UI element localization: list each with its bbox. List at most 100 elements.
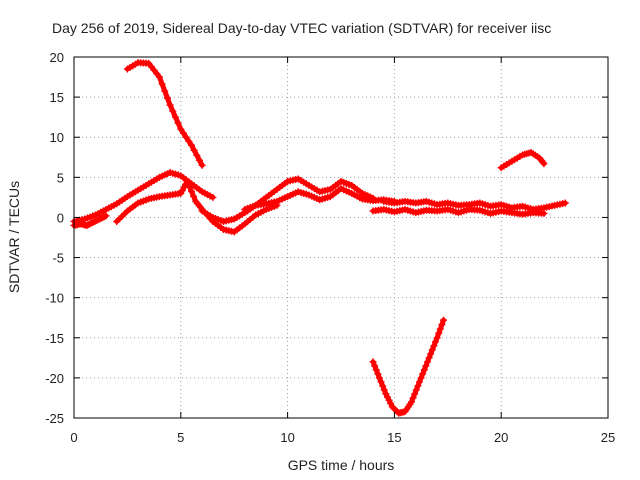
data-point	[375, 374, 383, 382]
series-arc-start-noise	[70, 212, 110, 229]
y-tick-label: 20	[50, 50, 64, 65]
data-point	[92, 217, 100, 225]
data-point	[438, 321, 446, 329]
data-point	[163, 94, 171, 102]
data-point	[190, 192, 198, 200]
x-tick-label: 0	[70, 430, 77, 445]
data-point	[187, 187, 195, 195]
data-point	[169, 107, 177, 115]
data-point	[182, 133, 190, 141]
data-point	[158, 80, 166, 88]
data-point	[382, 390, 390, 398]
data-point	[185, 137, 193, 145]
data-point	[391, 406, 399, 414]
data-point	[424, 358, 432, 366]
plot-frame	[73, 56, 609, 419]
data-point	[412, 386, 420, 394]
data-point	[88, 219, 96, 227]
y-tick-label: 10	[50, 130, 64, 145]
y-tick-label: -15	[45, 331, 64, 346]
data-point	[177, 125, 185, 133]
data-point	[540, 209, 548, 217]
data-point	[407, 398, 415, 406]
data-point	[428, 346, 436, 354]
x-tick-label: 25	[601, 430, 615, 445]
data-point	[193, 151, 201, 159]
y-tick-label: -20	[45, 371, 64, 386]
data-point	[393, 408, 401, 416]
data-point	[540, 160, 548, 168]
data-point	[388, 403, 396, 411]
series-arc-high-descending	[123, 59, 206, 169]
series-arc-flat-late-1	[380, 197, 569, 213]
y-tick-label: -10	[45, 291, 64, 306]
data-point	[374, 370, 382, 378]
ticks: 0 5 10 15 20 25 -25 -20 -15 -10 -5 0 5 10 15 20	[45, 50, 615, 445]
x-tick-label: 5	[177, 430, 184, 445]
data-point	[425, 354, 433, 362]
data-point	[91, 217, 99, 225]
data-point	[377, 378, 385, 386]
data-point	[414, 382, 422, 390]
series-arc-mid-wavy	[198, 175, 377, 225]
y-tick-label: 15	[50, 90, 64, 105]
data-point	[539, 158, 547, 166]
data-point	[100, 213, 108, 221]
data-point	[209, 193, 217, 201]
data-point	[174, 119, 182, 127]
data-point	[187, 141, 195, 149]
data-point	[183, 177, 191, 185]
data-point	[433, 334, 441, 342]
data-point	[409, 394, 417, 402]
grid	[74, 57, 608, 418]
y-tick-label: 5	[57, 170, 64, 185]
data-point	[390, 404, 398, 412]
series-arc-late-high	[497, 148, 548, 172]
data-point	[371, 362, 379, 370]
data-point	[385, 396, 393, 404]
data-point	[372, 366, 380, 374]
data-point	[387, 400, 395, 408]
data-point	[166, 101, 174, 109]
data-point	[83, 221, 91, 229]
data-point	[419, 370, 427, 378]
series-arc-flat-late-2	[369, 205, 548, 218]
data-point	[411, 390, 419, 398]
data-point	[195, 156, 203, 164]
data-point	[561, 199, 569, 207]
data-point	[427, 350, 435, 358]
data-point	[185, 182, 193, 190]
x-tick-label: 15	[387, 430, 401, 445]
data-point	[436, 325, 444, 333]
data-point	[369, 358, 377, 366]
data-point	[383, 393, 391, 401]
data-point	[179, 129, 187, 137]
data-point	[86, 220, 94, 228]
data-point	[430, 342, 438, 350]
data-point	[379, 382, 387, 390]
data-point	[102, 212, 110, 220]
data-point	[97, 214, 105, 222]
y-tick-label: 0	[57, 210, 64, 225]
data-point	[171, 113, 179, 121]
data-point	[417, 374, 425, 382]
x-axis-label: GPS time / hours	[288, 457, 395, 473]
data-point	[198, 161, 206, 169]
y-tick-label: -5	[52, 251, 64, 266]
data-point	[96, 215, 104, 223]
y-tick-label: -25	[45, 411, 64, 426]
data-point	[415, 378, 423, 386]
data-point	[155, 73, 163, 81]
data-point	[94, 216, 102, 224]
data-point	[190, 146, 198, 154]
data-point	[420, 366, 428, 374]
data-point	[440, 316, 448, 324]
y-axis-label: SDTVAR / TECUs	[6, 181, 22, 293]
data-point	[435, 329, 443, 337]
chart-title: Day 256 of 2019, Sidereal Day-to-day VTE…	[52, 20, 551, 36]
data-point	[89, 218, 97, 226]
data-point	[422, 362, 430, 370]
series-arc-dip-minus24	[369, 316, 448, 417]
